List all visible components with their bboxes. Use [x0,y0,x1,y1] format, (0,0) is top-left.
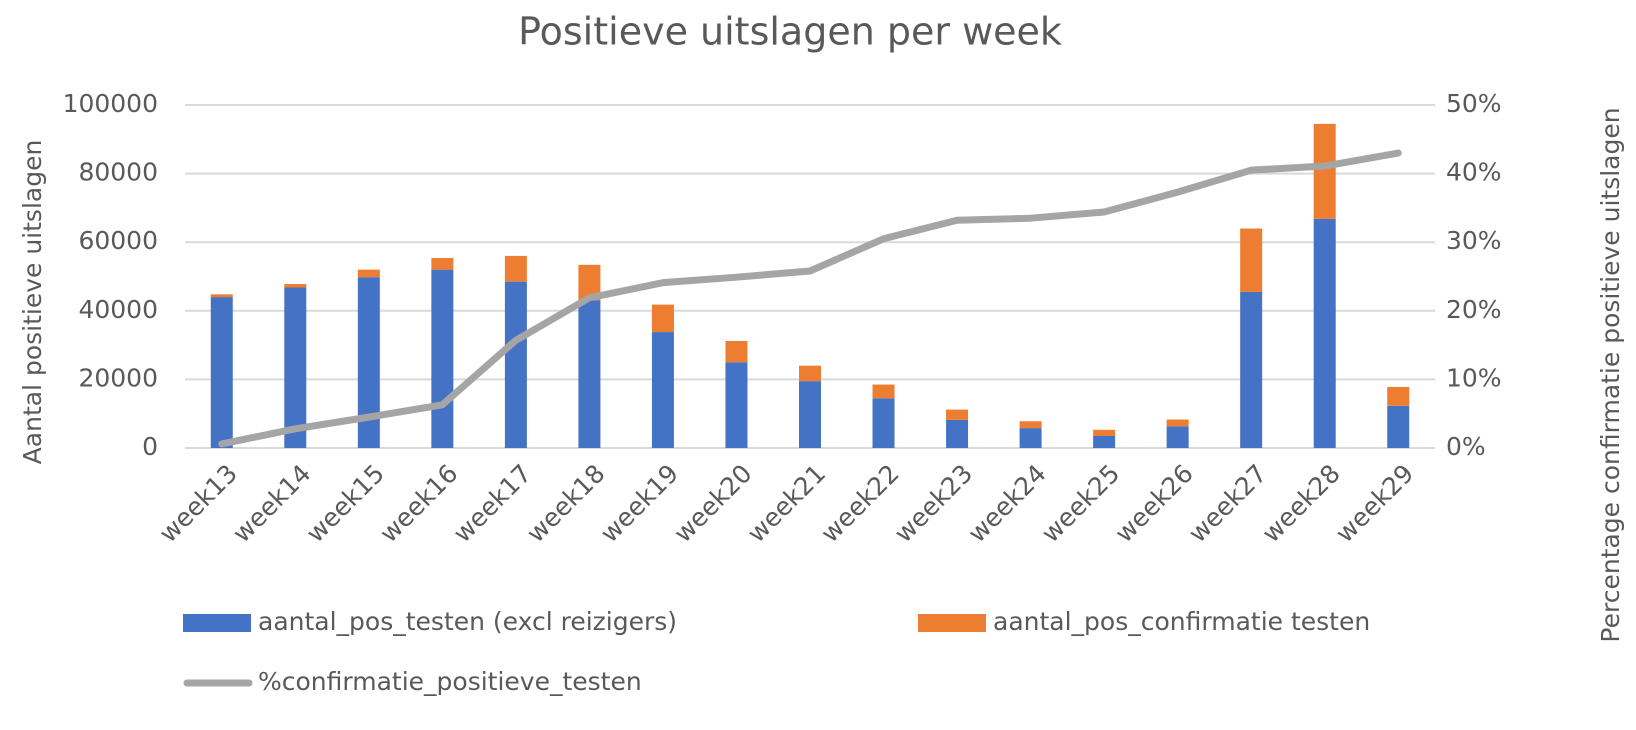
x-tick-label: week16 [374,459,463,548]
bar-segment [1166,419,1189,427]
bar-segment [1093,435,1116,448]
bar-segment [1166,426,1189,448]
bar-segment [725,362,748,448]
x-tick-label: week25 [1036,459,1125,548]
y2-tick-label: 40% [1446,158,1502,187]
bar-segment [651,304,674,333]
bar-segment [872,384,895,399]
bar-segment [504,255,527,282]
bar-segment [210,294,233,298]
bar-segment [799,365,821,382]
y2-axis-title: Percentage confirmatie positieve uitslag… [1596,107,1625,642]
y-axis-title: Aantal positieve uitslagen [18,140,47,465]
bar-segment [651,332,674,448]
bar-segment [431,257,454,270]
legend-swatch [183,614,251,632]
y-tick-label: 40000 [78,295,158,324]
y-tick-label: 0 [142,432,158,461]
bar-segment [357,277,380,448]
legend-label: aantal_pos_confirmatie testen [993,607,1370,636]
x-tick-label: week24 [962,459,1051,548]
bar-segment [1019,428,1042,448]
y-tick-label: 20000 [78,363,158,392]
x-tick-label: week28 [1256,459,1345,548]
bar-segment [872,398,895,448]
bar-segment [1387,405,1410,448]
legend-swatch [918,614,986,632]
bar-segment [284,287,307,448]
x-tick-label: week27 [1183,459,1272,548]
line-series [218,149,1402,448]
x-tick-label: week20 [668,459,757,548]
x-tick-label: week13 [154,459,243,548]
bar-segment [504,281,527,448]
x-tick-label: week23 [889,459,978,548]
bar-segment [946,409,969,420]
bar-segment [1093,429,1116,436]
x-tick-label: week29 [1330,459,1419,548]
y2-tick-label: 10% [1446,363,1502,392]
y-tick-label: 100000 [63,89,158,118]
bar-segment [799,381,821,448]
bar-segment [1240,291,1263,448]
y2-tick-label: 0% [1446,432,1486,461]
x-tick-label: week18 [521,459,610,548]
bar-segment [431,269,454,448]
y-tick-label: 60000 [78,226,158,255]
x-tick-label: week15 [301,459,390,548]
bar-segment [578,300,601,448]
bar-segment [1313,218,1336,448]
legend-label: %confirmatie_positieve_testen [258,667,642,696]
bar-segment [1240,228,1263,292]
bar-segment [210,297,233,448]
bar-segment [725,340,748,363]
x-tick-label: week19 [595,459,684,548]
chart-title: Positieve uitslagen per week [518,10,1062,54]
y-tick-label: 80000 [78,158,158,187]
x-tick-label: week22 [815,459,904,548]
bar-segment [578,264,601,301]
legend-label: aantal_pos_testen (excl reizigers) [258,607,677,636]
bar-segment [1313,123,1336,219]
bar-segment [1019,421,1042,429]
x-tick-label: week14 [227,459,316,548]
bar-segment [1387,386,1410,406]
bar-segment [284,284,307,288]
x-tick-label: week17 [448,459,537,548]
bar-segment [946,419,969,448]
bar-segment [357,269,380,278]
y2-tick-label: 50% [1446,89,1502,118]
x-tick-label: week21 [742,459,831,548]
y2-tick-label: 20% [1446,295,1502,324]
x-tick-label: week26 [1109,459,1198,548]
y2-tick-label: 30% [1446,226,1502,255]
